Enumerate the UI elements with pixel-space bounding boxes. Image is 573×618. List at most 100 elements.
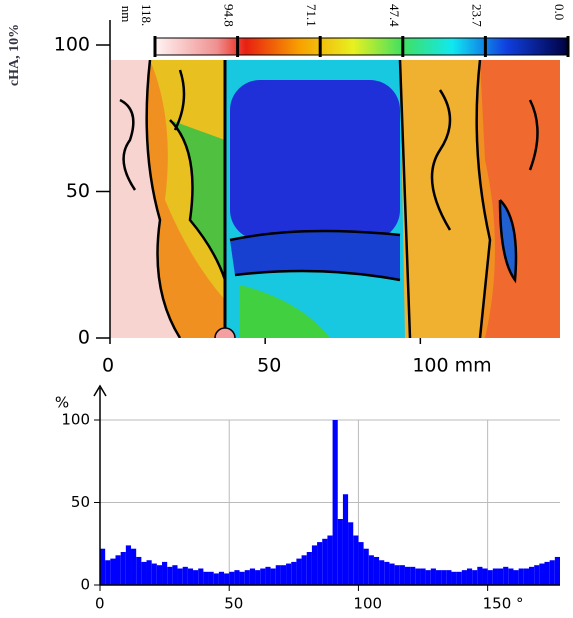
thickness-map bbox=[110, 60, 560, 338]
bar bbox=[461, 570, 467, 585]
y-tick-label: 0 bbox=[78, 327, 90, 349]
bar bbox=[229, 571, 235, 585]
bar bbox=[534, 565, 540, 585]
bar bbox=[466, 568, 473, 585]
bar bbox=[275, 565, 281, 585]
bar bbox=[260, 568, 266, 585]
bar bbox=[394, 565, 400, 585]
bar bbox=[508, 568, 514, 585]
bar bbox=[317, 542, 323, 585]
bar bbox=[327, 535, 333, 585]
bar bbox=[193, 570, 199, 585]
bar bbox=[544, 561, 550, 585]
bar bbox=[255, 570, 261, 585]
bar bbox=[296, 558, 302, 585]
bar bbox=[472, 570, 478, 585]
bar bbox=[332, 420, 338, 585]
y-axis-label: % bbox=[55, 394, 69, 412]
bar bbox=[528, 566, 535, 585]
colorbar: 118. 94.8 71.1 47.4 23.7 0.0 bbox=[139, 4, 570, 57]
bar bbox=[456, 571, 462, 585]
bar bbox=[389, 563, 395, 585]
colorbar-tick-label: 23.7 bbox=[469, 4, 484, 27]
bar bbox=[141, 561, 147, 585]
bar bbox=[404, 566, 411, 585]
histogram: 0 50 100 0 50 100 150 ° bbox=[61, 384, 560, 613]
bar bbox=[322, 538, 328, 585]
bar bbox=[234, 570, 240, 585]
colorbar-tick-label: 94.8 bbox=[222, 4, 237, 27]
bar bbox=[554, 556, 560, 585]
bar bbox=[379, 560, 385, 585]
bar bbox=[177, 568, 183, 585]
bar bbox=[435, 570, 442, 585]
bar bbox=[358, 542, 364, 585]
bar bbox=[198, 568, 204, 585]
bar bbox=[368, 555, 374, 585]
bar bbox=[441, 570, 447, 585]
bar bbox=[425, 570, 431, 585]
x-tick-label: 100 mm bbox=[412, 355, 491, 377]
bar bbox=[523, 568, 529, 585]
bar bbox=[487, 570, 493, 585]
bar bbox=[239, 571, 245, 585]
y-tick-label: 50 bbox=[71, 493, 90, 511]
bar bbox=[373, 556, 380, 585]
bar bbox=[311, 545, 318, 585]
bar bbox=[280, 565, 287, 585]
bar bbox=[146, 560, 152, 585]
x-tick-label: 100 bbox=[353, 595, 382, 613]
x-tick-label: 50 bbox=[257, 355, 281, 377]
bar bbox=[249, 568, 256, 585]
bar bbox=[503, 566, 509, 585]
bar bbox=[363, 548, 369, 585]
axis-arrow bbox=[93, 384, 107, 397]
colorbar-unit: nm bbox=[119, 6, 134, 23]
y-axis-label: cHA, 10% bbox=[7, 24, 22, 86]
bar bbox=[420, 568, 426, 585]
bar bbox=[110, 558, 116, 585]
bar bbox=[286, 563, 292, 585]
bar bbox=[151, 563, 157, 585]
bar bbox=[265, 566, 271, 585]
x-tick-label: 150 ° bbox=[483, 595, 524, 613]
bar bbox=[497, 568, 504, 585]
bar bbox=[549, 560, 555, 585]
bar bbox=[100, 548, 106, 585]
bar bbox=[430, 568, 436, 585]
bar bbox=[348, 522, 354, 585]
bar bbox=[518, 568, 524, 585]
colorbar-tick-label: 0.0 bbox=[552, 4, 567, 20]
colorbar-tick-label: 118. bbox=[139, 4, 154, 26]
bar bbox=[182, 566, 188, 585]
bar bbox=[224, 573, 230, 585]
bar bbox=[477, 566, 483, 585]
bar bbox=[482, 568, 488, 585]
bar bbox=[162, 561, 168, 585]
bar bbox=[384, 561, 390, 585]
y-tick-label: 100 bbox=[54, 34, 90, 56]
bar bbox=[415, 568, 421, 585]
bar bbox=[105, 560, 111, 585]
bar bbox=[167, 566, 173, 585]
x-tick-label: 0 bbox=[95, 595, 105, 613]
y-tick-label: 0 bbox=[80, 576, 90, 594]
colorbar-tick-label: 47.4 bbox=[387, 4, 402, 27]
bar bbox=[120, 552, 126, 585]
bar bbox=[115, 555, 121, 585]
y-tick-label: 50 bbox=[66, 180, 90, 202]
bar bbox=[136, 556, 142, 585]
bar bbox=[218, 571, 225, 585]
bar bbox=[187, 568, 194, 585]
bar bbox=[208, 571, 214, 585]
bar bbox=[172, 565, 178, 585]
bar bbox=[342, 494, 349, 585]
bar bbox=[399, 565, 405, 585]
bar bbox=[513, 570, 519, 585]
bar bbox=[301, 555, 307, 585]
bar bbox=[270, 568, 276, 585]
bar bbox=[353, 535, 359, 585]
bar bbox=[446, 570, 452, 585]
bar bbox=[291, 561, 297, 585]
